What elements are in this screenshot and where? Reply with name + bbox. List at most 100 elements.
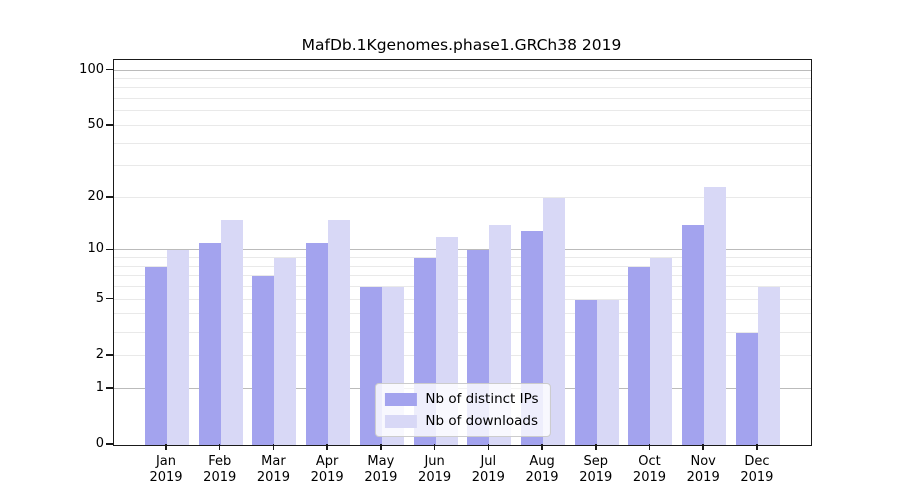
y-tick-label: 100	[79, 61, 104, 77]
gridline-minor	[114, 257, 811, 259]
x-tick-label-nov: Nov 2019	[681, 444, 725, 486]
bar	[735, 332, 758, 445]
month-label: Dec	[744, 454, 770, 469]
month-label: Aug	[529, 454, 555, 469]
legend-swatch-downloads	[384, 414, 417, 428]
y-tick-mark	[106, 248, 113, 251]
x-tick-label-feb: Feb 2019	[198, 444, 242, 486]
year-label: 2019	[632, 470, 667, 485]
y-tick-label: 20	[87, 188, 104, 204]
bar	[682, 225, 705, 445]
year-label: 2019	[525, 470, 559, 485]
bar	[252, 276, 275, 445]
month-label: Feb	[208, 454, 232, 469]
bar-group-dec	[735, 287, 780, 445]
bar	[198, 243, 221, 445]
month-label: Mar	[261, 454, 286, 469]
x-tick-mark	[218, 444, 221, 450]
x-tick-mark	[433, 444, 436, 450]
month-label: Jun	[424, 454, 445, 469]
x-tick-label-mar: Mar 2019	[251, 444, 295, 486]
bar	[650, 258, 673, 445]
gridline-major	[114, 69, 811, 71]
gridline-minor	[114, 298, 811, 300]
x-tick-label-apr: Apr 2019	[305, 444, 349, 486]
x-tick-label-jun: Jun 2019	[413, 444, 457, 486]
gridline-minor	[114, 265, 811, 267]
y-tick-label: 5	[95, 290, 104, 306]
month-label: Jan	[155, 454, 177, 469]
x-tick-mark	[272, 444, 275, 450]
year-label: 2019	[256, 470, 290, 485]
bar-group-feb	[198, 220, 243, 445]
bar-group-nov	[682, 187, 727, 445]
legend-label-downloads: Nb of downloads	[425, 413, 538, 429]
gridline-major	[114, 249, 811, 251]
gridline-minor	[114, 275, 811, 277]
month-label: Oct	[638, 454, 661, 469]
y-tick-label: 2	[95, 346, 104, 362]
x-tick-mark	[756, 444, 758, 450]
year-label: 2019	[149, 470, 183, 485]
x-tick-label-may: May 2019	[359, 444, 403, 486]
year-label: 2019	[471, 470, 505, 485]
y-tick-mark	[106, 68, 113, 71]
x-tick-mark	[595, 444, 597, 450]
month-label: Jul	[480, 454, 497, 469]
x-axis-labels: Jan 2019 Feb 2019 Mar 2019 Apr 2019 May 2019 Jun 20…	[113, 444, 810, 486]
year-label: 2019	[418, 470, 452, 485]
chart-title: MafDb.1Kgenomes.phase1.GRCh38 2019	[301, 36, 622, 54]
bar	[274, 258, 297, 445]
x-tick-mark	[380, 444, 382, 450]
x-tick-label-aug: Aug 2019	[520, 444, 564, 486]
legend-label-distinct-ips: Nb of distinct IPs	[425, 391, 539, 407]
legend-swatch-distinct-ips	[384, 392, 417, 406]
year-label: 2019	[686, 470, 720, 485]
bar-group-apr	[306, 220, 351, 445]
bar-group-sep	[574, 299, 619, 445]
year-label: 2019	[364, 470, 398, 485]
y-tick-mark	[106, 443, 113, 445]
y-tick-mark	[106, 387, 113, 389]
x-tick-label-jan: Jan 2019	[144, 444, 188, 486]
bar	[167, 250, 189, 445]
bar	[145, 266, 167, 445]
year-label: 2019	[310, 470, 344, 485]
bar-group-jan	[145, 250, 189, 445]
x-tick-mark	[165, 444, 167, 450]
gridline-minor	[114, 78, 811, 79]
gridline-minor	[114, 124, 811, 126]
bar-group-oct	[628, 258, 673, 445]
bar-group-mar	[252, 258, 297, 445]
gridline-minor	[114, 98, 811, 100]
plot-area: Nb of distinct IPs Nb of downloads	[113, 59, 812, 446]
month-label: May	[367, 454, 395, 469]
gridline-minor	[114, 331, 811, 333]
y-tick-label: 1	[95, 379, 104, 395]
x-tick-mark	[326, 444, 328, 450]
x-tick-label-dec: Dec 2019	[735, 444, 779, 486]
x-tick-mark	[702, 444, 704, 450]
x-tick-mark	[648, 444, 651, 450]
bar	[628, 266, 651, 445]
month-label: Nov	[690, 454, 716, 469]
y-tick-mark	[106, 124, 113, 126]
gridline-minor	[114, 142, 811, 144]
year-label: 2019	[203, 470, 237, 485]
x-tick-label-oct: Oct 2019	[627, 444, 671, 486]
y-tick-label: 50	[87, 116, 104, 132]
bar	[574, 299, 597, 445]
bar	[220, 220, 243, 445]
bar	[704, 187, 727, 445]
bar	[596, 299, 619, 445]
y-tick-label: 0	[95, 436, 104, 451]
x-tick-label-jul: Jul 2019	[466, 444, 510, 486]
y-tick-mark	[106, 196, 113, 198]
gridline-minor	[114, 110, 811, 112]
legend-row-downloads: Nb of downloads	[384, 413, 538, 429]
month-label: Sep	[583, 454, 608, 469]
gridline-minor	[114, 87, 811, 89]
gridline-minor	[114, 165, 811, 167]
y-tick-label: 10	[87, 241, 104, 257]
